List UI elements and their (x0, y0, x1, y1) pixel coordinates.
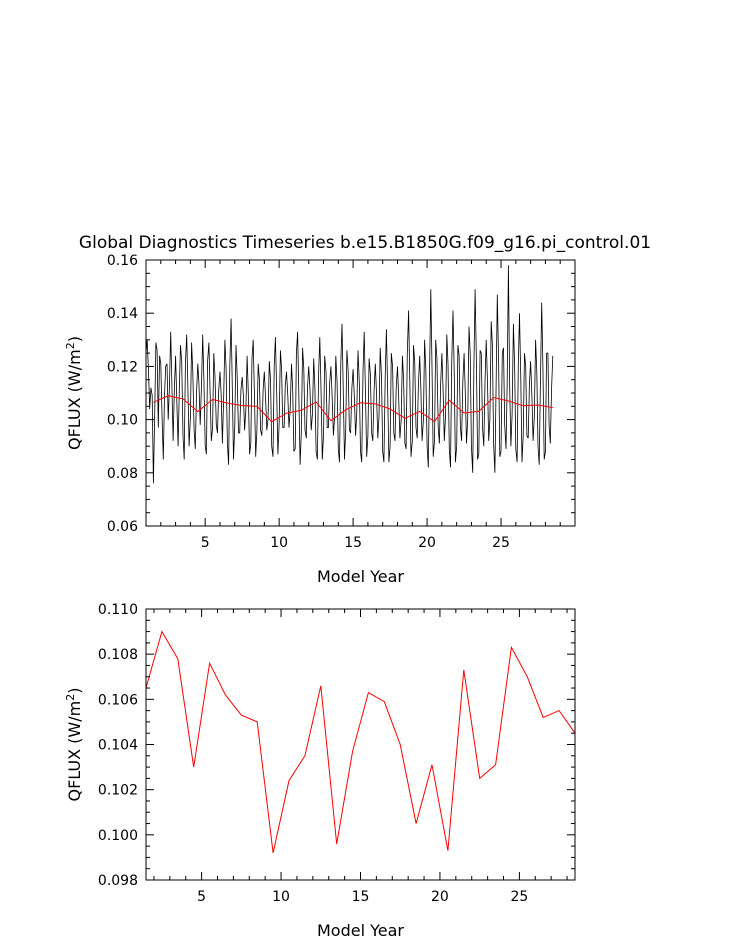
y-tick-label: 0.098 (98, 873, 138, 889)
y-tick-label: 0.16 (107, 253, 138, 269)
y-tick-label: 0.06 (107, 519, 138, 535)
x-axis-label: Model Year (317, 921, 404, 940)
x-axis-label: Model Year (317, 567, 404, 586)
y-tick-label: 0.106 (98, 692, 138, 708)
x-tick-label: 20 (418, 535, 436, 551)
y-tick-label: 0.102 (98, 783, 138, 799)
x-tick-label: 15 (352, 889, 370, 905)
y-tick-label: 0.110 (98, 602, 138, 618)
y-tick-label: 0.12 (107, 359, 138, 375)
series-line (153, 395, 553, 423)
y-tick-label: 0.08 (107, 466, 138, 482)
x-tick-label: 25 (510, 889, 528, 905)
y-tick-label: 0.10 (107, 413, 138, 429)
y-axis-label: QFLUX (W/m2) (64, 336, 84, 450)
x-tick-label: 15 (344, 535, 362, 551)
x-tick-label: 25 (492, 535, 510, 551)
x-tick-label: 20 (431, 889, 449, 905)
y-tick-label: 0.100 (98, 828, 138, 844)
x-tick-label: 5 (197, 889, 206, 905)
series-line (145, 630, 576, 854)
top-panel: 5 10 15 20 25 0.06 0.08 0.10 0.12 0.14 0.16 Model Y… (64, 253, 576, 586)
y-tick-label: 0.14 (107, 306, 138, 322)
x-tick-label: 5 (201, 535, 210, 551)
x-tick-label: 10 (272, 889, 290, 905)
y-tick-label: 0.108 (98, 647, 138, 663)
chart-title: Global Diagnostics Timeseries b.e15.B185… (79, 233, 651, 253)
x-tick-label: 10 (270, 535, 288, 551)
y-tick-label: 0.104 (98, 738, 138, 754)
series-line (145, 265, 554, 484)
bottom-panel: 5 10 15 20 25 0.098 0.100 0.102 0.104 0.106 0.108 0… (64, 602, 576, 940)
y-axis-label: QFLUX (W/m2) (64, 688, 84, 802)
